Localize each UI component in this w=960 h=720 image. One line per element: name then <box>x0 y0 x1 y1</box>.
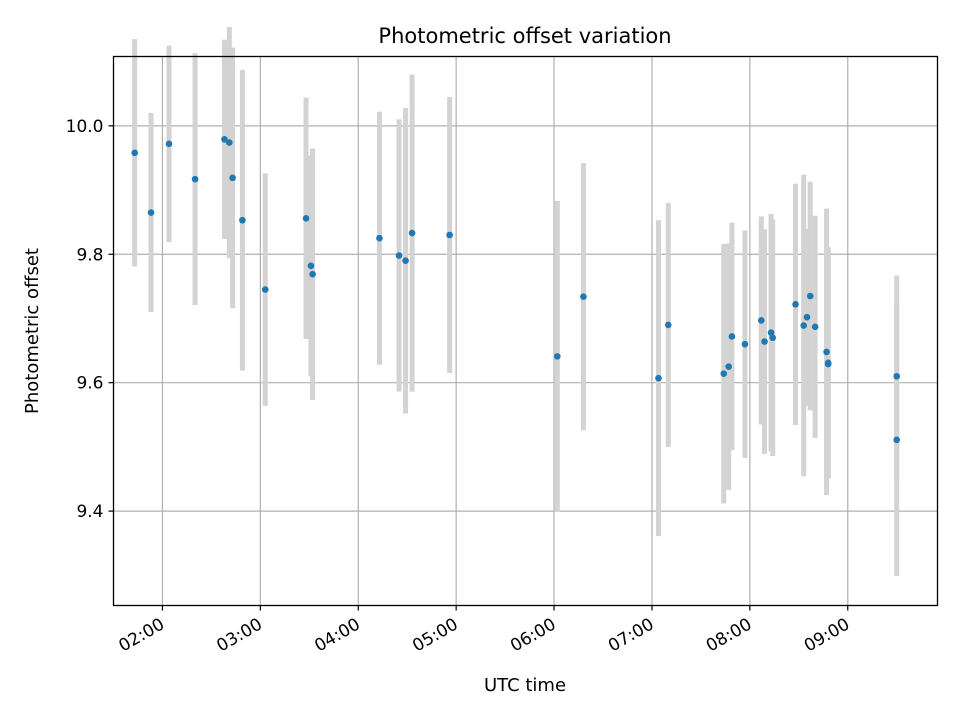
data-point <box>395 252 403 259</box>
y-tick-label: 9.6 <box>76 374 103 394</box>
y-axis-ticks: 9.4 9.6 9.8 10.0 <box>66 117 114 522</box>
data-point <box>408 229 416 237</box>
data-point <box>147 209 155 216</box>
plot-frame <box>112 55 939 607</box>
data-point <box>307 262 315 270</box>
data-point <box>655 374 662 382</box>
data-point <box>664 321 672 329</box>
data-point <box>229 174 236 182</box>
data-point <box>302 215 310 222</box>
data-point <box>767 329 775 336</box>
x-axis-label: UTC time <box>484 675 566 696</box>
data-points <box>131 136 901 444</box>
data-point <box>376 234 383 242</box>
data-point <box>800 322 808 329</box>
data-point <box>806 292 814 300</box>
data-point <box>554 353 561 360</box>
data-point <box>446 231 453 239</box>
data-point <box>165 140 173 148</box>
data-point <box>757 317 765 324</box>
y-tick-label: 10.0 <box>66 117 104 137</box>
data-point <box>226 139 233 146</box>
data-point <box>803 313 811 321</box>
y-tick-label: 9.4 <box>76 502 103 522</box>
data-point <box>761 338 768 345</box>
data-point <box>261 286 269 293</box>
data-point <box>131 149 139 157</box>
data-point <box>191 175 199 183</box>
data-point <box>239 216 246 224</box>
chart-title: Photometric offset variation <box>378 24 671 48</box>
data-point <box>580 293 587 300</box>
data-point <box>221 136 228 143</box>
data-point <box>309 270 316 278</box>
data-point <box>728 333 736 340</box>
data-point <box>893 372 901 380</box>
y-tick-label: 9.8 <box>76 245 103 265</box>
data-point <box>823 348 830 356</box>
data-point <box>769 334 776 342</box>
data-point <box>792 301 799 308</box>
data-point <box>402 257 409 264</box>
data-point <box>811 323 819 331</box>
y-axis-label: Photometric offset <box>22 248 43 414</box>
data-point <box>824 359 832 367</box>
grid <box>113 56 938 606</box>
data-point <box>720 370 728 378</box>
data-point <box>893 436 901 444</box>
data-point <box>741 340 749 348</box>
data-point <box>725 363 732 370</box>
